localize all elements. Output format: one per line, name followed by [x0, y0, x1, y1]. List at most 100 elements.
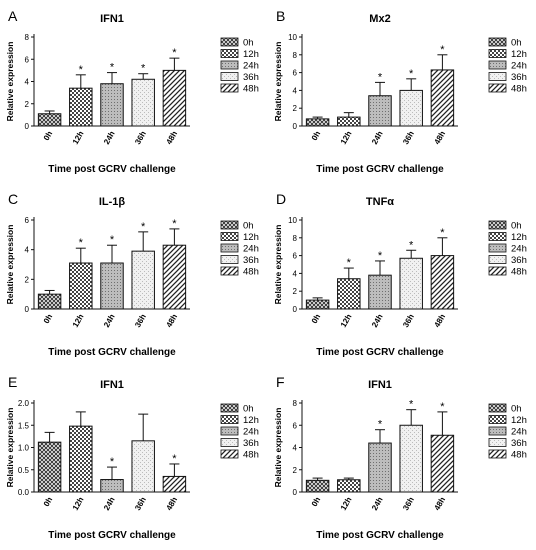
bar: [305, 299, 330, 310]
legend-swatch: [220, 255, 239, 264]
legend-swatch: [488, 72, 507, 81]
x-tick-label: 24h: [370, 312, 385, 329]
legend-label: 48h: [511, 450, 527, 461]
y-tick-label: 4: [293, 86, 298, 95]
legend-label: 12h: [243, 415, 259, 426]
y-tick-label: 0: [293, 488, 298, 497]
significance-mark: *: [378, 419, 383, 431]
bar: [337, 479, 361, 493]
x-tick-label: 48h: [432, 312, 447, 329]
y-tick-label: 4: [293, 269, 298, 278]
legend-swatch: [220, 37, 239, 47]
x-axis-label: Time post GCRV challenge: [316, 347, 444, 358]
x-tick-label: 12h: [339, 129, 354, 146]
chart-panel: D TNFα 0 2 4 6 8 10 Relative expression 0h * 12h * 24…: [273, 191, 527, 358]
bar: [69, 425, 93, 493]
chart-title: Mx2: [369, 13, 390, 25]
x-tick-label: 0h: [42, 495, 55, 508]
panel-letter: B: [276, 8, 285, 24]
significance-mark: *: [110, 456, 115, 468]
bar: [162, 475, 187, 493]
legend-label: 0h: [511, 404, 522, 415]
x-tick-label: 36h: [401, 495, 416, 512]
legend-swatch: [488, 60, 507, 70]
y-tick-label: 8: [293, 399, 298, 408]
legend-swatch: [220, 403, 239, 413]
y-axis-label: Relative expression: [273, 42, 283, 122]
legend-swatch: [488, 37, 507, 47]
y-tick-label: 8: [293, 51, 298, 60]
y-tick-label: 0: [293, 122, 298, 131]
x-tick-label: 0h: [310, 129, 323, 142]
legend-label: 24h: [243, 427, 259, 438]
significance-mark: *: [440, 227, 445, 239]
y-tick-label: 10: [288, 33, 297, 42]
legend-swatch: [220, 438, 239, 447]
chart-title: TNFα: [366, 196, 394, 208]
x-tick-label: 0h: [310, 312, 323, 325]
y-tick-label: 2: [25, 275, 30, 284]
chart-title: IFN1: [368, 379, 392, 391]
y-tick-label: 8: [25, 33, 30, 42]
x-tick-label: 36h: [133, 495, 148, 512]
x-tick-label: 48h: [164, 312, 179, 329]
bar: [305, 479, 330, 493]
significance-mark: *: [409, 68, 414, 80]
legend-label: 0h: [511, 221, 522, 232]
legend-label: 0h: [243, 221, 254, 232]
significance-mark: *: [409, 239, 414, 251]
x-tick-label: 48h: [164, 129, 179, 146]
y-axis-label: Relative expression: [273, 408, 283, 488]
x-tick-label: 0h: [42, 312, 55, 325]
bar: [368, 442, 392, 493]
legend-swatch: [488, 266, 507, 276]
legend-swatch: [488, 243, 507, 253]
legend-label: 0h: [243, 38, 254, 49]
x-tick-label: 24h: [370, 129, 385, 146]
x-tick-label: 36h: [401, 129, 416, 146]
legend-label: 36h: [243, 72, 259, 83]
legend-swatch: [488, 220, 507, 230]
significance-mark: *: [79, 237, 84, 249]
bar: [37, 113, 62, 127]
y-tick-label: 0.5: [18, 466, 30, 475]
legend-label: 24h: [511, 61, 527, 72]
significance-mark: *: [110, 234, 115, 246]
bar: [430, 69, 455, 127]
legend-swatch: [488, 449, 507, 459]
legend-label: 12h: [511, 232, 527, 243]
x-tick-label: 36h: [133, 312, 148, 329]
significance-mark: *: [110, 62, 115, 74]
bar: [100, 479, 124, 493]
legend-label: 36h: [511, 255, 527, 266]
legend-swatch: [488, 415, 507, 424]
chart-panel: C IL-1β 0 2 4 6 Relative expression 0h * 12h * 24h *…: [5, 191, 259, 358]
legend-swatch: [488, 49, 507, 58]
legend-label: 36h: [243, 255, 259, 266]
y-tick-label: 10: [288, 216, 297, 225]
y-tick-label: 2.0: [18, 399, 30, 408]
legend-swatch: [488, 403, 507, 413]
panel-letter: F: [276, 374, 285, 390]
legend-label: 0h: [511, 38, 522, 49]
legend-swatch: [220, 415, 239, 424]
y-tick-label: 4: [293, 444, 298, 453]
y-tick-label: 2: [293, 104, 298, 113]
y-tick-label: 0: [25, 305, 30, 314]
legend-label: 12h: [243, 49, 259, 60]
x-axis-label: Time post GCRV challenge: [48, 164, 176, 175]
chart-panel: A IFN1 0 2 4 6 8 Relative expression 0h * 12h * 24h *…: [5, 8, 259, 175]
y-tick-label: 2: [293, 466, 298, 475]
x-axis-label: Time post GCRV challenge: [316, 164, 444, 175]
significance-mark: *: [440, 44, 445, 56]
chart-title: IL-1β: [99, 196, 126, 208]
bar: [368, 274, 392, 310]
bar: [100, 83, 124, 127]
legend-swatch: [488, 83, 507, 93]
significance-mark: *: [347, 257, 352, 269]
y-tick-label: 0: [25, 122, 30, 131]
bar: [399, 89, 423, 127]
